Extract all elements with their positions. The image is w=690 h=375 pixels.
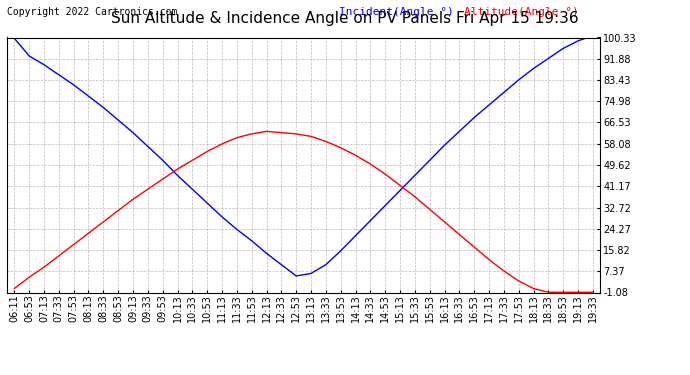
Text: Incident(Angle °): Incident(Angle °): [339, 7, 454, 17]
Text: Altitude(Angle °): Altitude(Angle °): [464, 7, 579, 17]
Text: Copyright 2022 Cartronics.com: Copyright 2022 Cartronics.com: [7, 7, 177, 17]
Text: Sun Altitude & Incidence Angle on PV Panels Fri Apr 15 19:36: Sun Altitude & Incidence Angle on PV Pan…: [111, 11, 579, 26]
